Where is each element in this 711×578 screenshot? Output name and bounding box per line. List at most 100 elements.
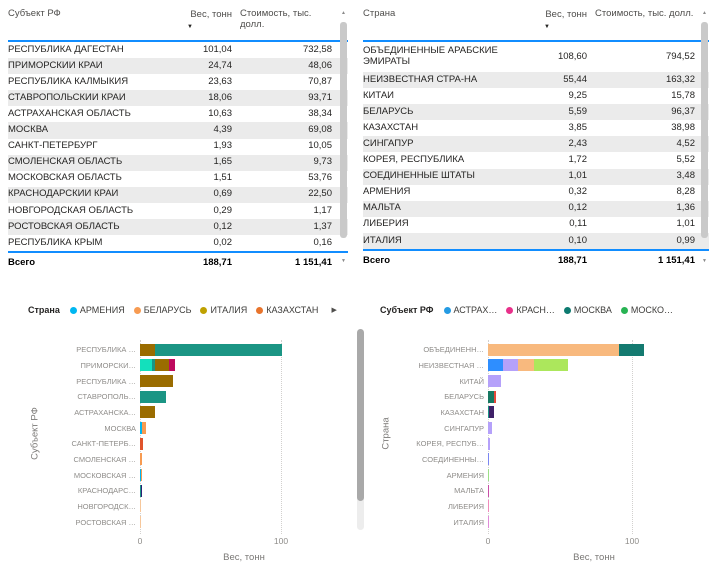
legend-more-arrow[interactable]: ▶ bbox=[331, 307, 337, 314]
bar-row[interactable]: КОРЕЯ, РЕСПУБ… bbox=[368, 436, 711, 452]
table-row[interactable]: МОСКВА 4,39 69,08 bbox=[8, 122, 348, 139]
bar-row[interactable]: СМОЛЕНСКАЯ … bbox=[0, 452, 355, 468]
bar-segment[interactable] bbox=[488, 422, 492, 435]
bar-segment[interactable] bbox=[534, 359, 568, 372]
bar-row[interactable]: СТАВРОПОЛЬ… bbox=[0, 389, 355, 405]
bar-segment[interactable] bbox=[140, 422, 143, 435]
table-row[interactable]: СИНГАПУР 2,43 4,52 bbox=[363, 136, 709, 153]
bar-row[interactable]: МАЛЬТА bbox=[368, 483, 711, 499]
column-header-region[interactable]: Субъект РФ bbox=[8, 9, 61, 19]
bar-segment[interactable] bbox=[140, 453, 143, 466]
bar-row[interactable]: РЕСПУБЛИКА … bbox=[0, 342, 355, 358]
legend-item[interactable]: АСТРАХ… bbox=[443, 305, 497, 315]
table-row[interactable]: РЕСПУБЛИКА КРЫМ 0,02 0,16 bbox=[8, 235, 348, 251]
bar-segment[interactable] bbox=[488, 390, 494, 403]
table-row[interactable]: АРМЕНИЯ 0,32 8,28 bbox=[363, 185, 709, 201]
bar-segment[interactable] bbox=[155, 359, 169, 372]
bar-segment[interactable] bbox=[152, 359, 156, 372]
column-header-weight[interactable]: Вес, тонн ▼ bbox=[187, 9, 232, 31]
bar-row[interactable]: КАЗАХСТАН bbox=[368, 405, 711, 421]
bar-segment[interactable] bbox=[154, 343, 283, 356]
bar-segment[interactable] bbox=[140, 343, 155, 356]
bar-row[interactable]: НОВГОРОДСК… bbox=[0, 499, 355, 515]
bar-segment[interactable] bbox=[517, 359, 535, 372]
bar-segment[interactable] bbox=[489, 406, 494, 419]
bar-segment[interactable] bbox=[140, 484, 141, 497]
table-row[interactable]: ПРИМОРСКИЙ КРАЙ 24,74 48,06 bbox=[8, 58, 348, 75]
table-row[interactable]: РЕСПУБЛИКА ДАГЕСТАН 101,04 732,58 bbox=[8, 42, 348, 58]
bar-row[interactable]: АСТРАХАНСКА… bbox=[0, 405, 355, 421]
bar-row[interactable]: ОБЪЕДИНЕНН… bbox=[368, 342, 711, 358]
bar-row[interactable]: НЕИЗВЕСТНАЯ … bbox=[368, 358, 711, 374]
scrollbar-thumb[interactable] bbox=[357, 329, 364, 501]
bar-row[interactable]: МОСКОВСКАЯ … bbox=[0, 467, 355, 483]
table-row[interactable]: РОСТОВСКАЯ ОБЛАСТЬ 0,12 1,37 bbox=[8, 219, 348, 236]
bar-segment[interactable] bbox=[488, 375, 502, 388]
bar-segment[interactable] bbox=[140, 500, 141, 513]
table-row[interactable]: КАЗАХСТАН 3,85 38,98 bbox=[363, 120, 709, 136]
bar-row[interactable]: МОСКВА bbox=[0, 420, 355, 436]
legend-item[interactable]: МОСКО… bbox=[620, 305, 673, 315]
bar-segment[interactable] bbox=[488, 516, 489, 529]
table-row[interactable]: НОВГОРОДСКАЯ ОБЛАСТЬ 0,29 1,17 bbox=[8, 203, 348, 219]
table-row[interactable]: РЕСПУБЛИКА КАЛМЫКИЯ 23,63 70,87 bbox=[8, 74, 348, 90]
bar-segment[interactable] bbox=[488, 484, 489, 497]
legend-item[interactable]: КАЗАХСТАН bbox=[256, 305, 318, 315]
bar-segment[interactable] bbox=[168, 359, 175, 372]
table-row[interactable]: САНКТ-ПЕТЕРБУРГ 1,93 10,05 bbox=[8, 139, 348, 155]
table-row[interactable]: МАЛЬТА 0,12 1,36 bbox=[363, 200, 709, 217]
bar-segment[interactable] bbox=[488, 453, 490, 466]
bar-segment[interactable] bbox=[488, 359, 504, 372]
table-row[interactable]: СОЕДИНЕННЫЕ ШТАТЫ 1,01 3,48 bbox=[363, 168, 709, 185]
bar-row[interactable]: РЕСПУБЛИКА … bbox=[0, 373, 355, 389]
bar-row[interactable]: САНКТ-ПЕТЕРБ… bbox=[0, 436, 355, 452]
scroll-up-icon[interactable]: ▲ bbox=[702, 10, 707, 16]
scroll-down-icon[interactable]: ▼ bbox=[341, 258, 346, 264]
table-row[interactable]: БЕЛАРУСЬ 5,59 96,37 bbox=[363, 104, 709, 121]
table-row[interactable]: ЛИБЕРИЯ 0,11 1,01 bbox=[363, 217, 709, 233]
table-row[interactable]: КИТАЙ 9,25 15,78 bbox=[363, 88, 709, 104]
bar-segment[interactable] bbox=[141, 484, 142, 497]
bar-row[interactable]: СОЕДИНЕННЫ… bbox=[368, 452, 711, 468]
bar-segment[interactable] bbox=[618, 343, 645, 356]
scroll-down-icon[interactable]: ▼ bbox=[702, 258, 707, 264]
scrollbar-thumb[interactable] bbox=[340, 22, 347, 238]
column-header-cost[interactable]: Стоимость, тыс. долл. bbox=[240, 9, 312, 30]
legend-item[interactable]: МОСКВА bbox=[563, 305, 612, 315]
bar-segment[interactable] bbox=[140, 390, 166, 403]
column-header-country[interactable]: Страна bbox=[363, 9, 396, 19]
bar-segment[interactable] bbox=[488, 437, 491, 450]
table-scrollbar[interactable]: ▲ ▼ bbox=[700, 10, 709, 264]
bar-row[interactable]: АРМЕНИЯ bbox=[368, 467, 711, 483]
table-row[interactable]: СМОЛЕНСКАЯ ОБЛАСТЬ 1,65 9,73 bbox=[8, 154, 348, 171]
bar-row[interactable]: ИТАЛИЯ bbox=[368, 514, 711, 530]
bar-segment[interactable] bbox=[140, 516, 141, 529]
bar-row[interactable]: ПРИМОРСКИ… bbox=[0, 358, 355, 374]
scrollbar-thumb[interactable] bbox=[701, 22, 708, 238]
sort-descending-icon[interactable]: ▼ bbox=[187, 24, 193, 31]
bar-segment[interactable] bbox=[142, 422, 147, 435]
chart-vertical-scrollbar[interactable] bbox=[357, 329, 364, 530]
scroll-up-icon[interactable]: ▲ bbox=[341, 10, 346, 16]
sort-descending-icon[interactable]: ▼ bbox=[544, 24, 550, 31]
table-scrollbar[interactable]: ▲ ▼ bbox=[339, 10, 348, 264]
bar-segment[interactable] bbox=[488, 500, 489, 513]
legend-item[interactable]: БЕЛАРУСЬ bbox=[133, 305, 191, 315]
bar-row[interactable]: РОСТОВСКАЯ … bbox=[0, 514, 355, 530]
bar-segment[interactable] bbox=[503, 359, 518, 372]
table-row[interactable]: АСТРАХАНСКАЯ ОБЛАСТЬ 10,63 38,34 bbox=[8, 106, 348, 122]
bar-row[interactable]: СИНГАПУР bbox=[368, 420, 711, 436]
table-row[interactable]: СТАВРОПОЛЬСКИЙ КРАЙ 18,06 93,71 bbox=[8, 90, 348, 107]
bar-row[interactable]: БЕЛАРУСЬ bbox=[368, 389, 711, 405]
bar-segment[interactable] bbox=[488, 406, 489, 419]
bar-segment[interactable] bbox=[140, 406, 155, 419]
legend-item[interactable]: КРАСН… bbox=[506, 305, 555, 315]
table-row[interactable]: ОБЪЕДИНЕННЫЕ АРАБСКИЕ ЭМИРАТЫ 108,60 794,5… bbox=[363, 42, 709, 72]
bar-segment[interactable] bbox=[141, 469, 143, 482]
column-header-weight[interactable]: Вес, тонн ▼ bbox=[544, 9, 587, 31]
table-row[interactable]: ИТАЛИЯ 0,10 0,99 bbox=[363, 232, 709, 250]
bar-segment[interactable] bbox=[488, 343, 619, 356]
bar-segment[interactable] bbox=[493, 390, 496, 403]
table-row[interactable]: КОРЕЯ, РЕСПУБЛИКА 1,72 5,52 bbox=[363, 152, 709, 168]
bar-row[interactable]: ЛИБЕРИЯ bbox=[368, 499, 711, 515]
